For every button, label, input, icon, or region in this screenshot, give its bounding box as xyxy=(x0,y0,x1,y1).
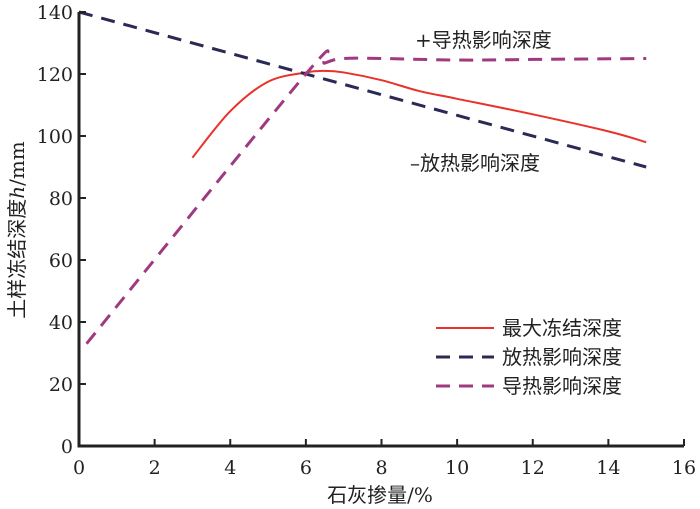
y-tick-label: 140 xyxy=(37,2,73,24)
y-tick-label: 100 xyxy=(37,126,73,148)
series-lines xyxy=(78,10,647,345)
series-line-0 xyxy=(191,69,647,159)
x-tick-label: 10 xyxy=(445,457,469,479)
x-tick-label: 14 xyxy=(596,457,620,479)
x-axis-label: 石灰掺量/% xyxy=(327,483,433,507)
y-tick-label: 20 xyxy=(49,374,73,396)
x-tick-label: 4 xyxy=(224,457,236,479)
y-tick-label: 120 xyxy=(37,64,73,86)
x-tick-label: 0 xyxy=(73,457,85,479)
legend-label: 导热影响深度 xyxy=(502,374,622,398)
axes: 0 2 4 6 8 10 12 14 16 0 20 40 60 80 100 120 140 xyxy=(37,2,696,479)
legend-label: 最大冻结深度 xyxy=(502,316,622,340)
x-tick-label: 12 xyxy=(521,457,545,479)
annotation-minus: –放热影响深度 xyxy=(410,151,540,175)
y-tick-label: 80 xyxy=(49,188,73,210)
series-line-2 xyxy=(85,49,647,345)
axis-lines xyxy=(77,12,684,448)
x-tick-label: 8 xyxy=(375,457,387,479)
series-line-1 xyxy=(78,10,647,169)
x-tick-label: 6 xyxy=(300,457,312,479)
x-tick-label: 16 xyxy=(672,457,696,479)
x-tick-label: 2 xyxy=(149,457,161,479)
legend-label: 放热影响深度 xyxy=(502,345,622,369)
y-tick-label: 40 xyxy=(49,312,73,334)
annotation-plus: +导热影响深度 xyxy=(415,28,552,52)
y-tick-label: 0 xyxy=(61,436,73,458)
y-axis-label: 土样冻结深度h/mm xyxy=(5,141,29,319)
y-tick-label: 60 xyxy=(49,250,73,272)
